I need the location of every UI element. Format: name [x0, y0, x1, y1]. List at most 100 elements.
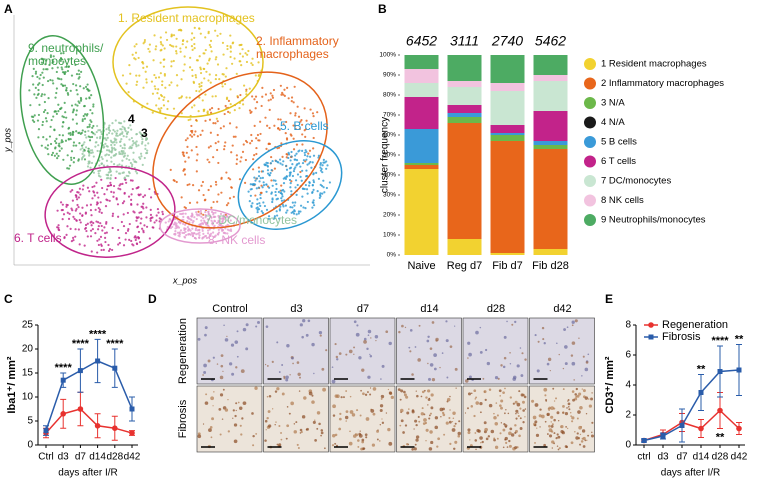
stain-dot [400, 389, 404, 393]
cell-dot [55, 137, 58, 140]
cell-dot [114, 119, 117, 122]
cell-dot [137, 216, 140, 219]
stain-dot [534, 403, 539, 407]
stain-dot [564, 411, 569, 416]
cell-dot [125, 181, 128, 184]
cell-dot [112, 184, 116, 188]
stain-dot [500, 406, 503, 410]
legend-label: 5 B cells [601, 137, 637, 148]
cell-dot [289, 206, 292, 209]
cell-dot [66, 154, 69, 157]
cell-dot [190, 32, 194, 35]
cell-dot [209, 131, 212, 134]
cell-dot [174, 227, 177, 230]
cell-dot [251, 63, 254, 67]
cell-dot [180, 78, 183, 81]
stain-dot [361, 440, 365, 444]
cell-dot [106, 136, 109, 139]
stain-dot [338, 427, 342, 431]
cell-dot [283, 190, 286, 193]
cell-dot [139, 222, 142, 225]
cell-dot [58, 77, 61, 80]
stain-dot [358, 433, 363, 438]
cell-dot [186, 183, 189, 187]
cell-dot [215, 183, 218, 186]
cell-dot [255, 101, 259, 104]
cell-dot [195, 217, 198, 221]
cell-dot [55, 152, 58, 155]
cell-dot [225, 171, 228, 174]
cell-dot [153, 73, 156, 77]
stain-dot [355, 332, 360, 337]
cell-dot [31, 74, 34, 78]
cell-dot [135, 83, 138, 86]
cell-dot [272, 88, 276, 92]
stain-dot [338, 417, 342, 421]
cell-dot [220, 217, 223, 220]
stain-dot [280, 438, 283, 441]
cell-dot [241, 48, 244, 51]
x-tick-label: d14 [89, 452, 106, 463]
cell-dot [154, 76, 158, 79]
cell-dot [154, 87, 157, 91]
cell-dot [200, 219, 203, 222]
cell-dot [86, 83, 89, 86]
cell-dot [277, 118, 280, 121]
stain-dot [271, 360, 274, 363]
cell-dot [187, 156, 190, 159]
stain-dot [565, 425, 568, 428]
stain-dot [421, 407, 424, 410]
column-header: Control [212, 303, 247, 315]
cell-dot [263, 204, 267, 208]
stain-dot [212, 356, 215, 359]
y-tick-label: 10% [383, 232, 396, 239]
cell-dot [191, 74, 194, 77]
y-tick-label: 2 [625, 410, 631, 421]
stain-dot [224, 408, 229, 412]
cell-dot [157, 107, 160, 110]
y-tick-label: 0 [625, 440, 631, 451]
point [129, 430, 135, 436]
stain-dot [544, 394, 547, 397]
stain-dot [353, 320, 357, 324]
stain-dot [555, 437, 558, 440]
cell-dot [299, 165, 302, 168]
stain-dot [493, 437, 496, 440]
stain-dot [414, 346, 417, 348]
cell-dot [190, 124, 193, 128]
y-tick-label: 5 [27, 416, 33, 427]
stain-dot [464, 412, 467, 414]
stain-dot [532, 415, 537, 420]
cell-dot [235, 126, 238, 129]
cell-dot [202, 213, 205, 216]
cell-dot [99, 135, 102, 139]
cell-dot [205, 236, 208, 240]
cell-dot [144, 147, 147, 151]
cell-dot [70, 156, 73, 159]
stain-dot [542, 338, 545, 341]
cell-dot [198, 214, 201, 217]
stain-dot [311, 394, 314, 397]
stain-dot [318, 330, 323, 335]
stain-dot [556, 445, 559, 447]
cell-dot [245, 88, 248, 91]
cell-dot [102, 248, 105, 251]
stain-dot [467, 341, 471, 345]
cell-dot [221, 228, 224, 231]
cell-dot [288, 171, 292, 174]
cell-dot [144, 70, 147, 73]
stain-dot [483, 421, 487, 425]
cell-dot [142, 42, 145, 45]
cell-dot [196, 59, 199, 62]
stain-dot [319, 334, 322, 337]
stain-dot [363, 340, 367, 344]
cell-dot [107, 249, 111, 253]
stain-dot [520, 374, 524, 377]
cell-dot [266, 172, 270, 175]
cell-dot [266, 169, 270, 172]
stain-dot [237, 401, 240, 404]
stain-dot [508, 439, 511, 443]
cell-dot [81, 119, 84, 123]
stain-dot [591, 421, 594, 424]
